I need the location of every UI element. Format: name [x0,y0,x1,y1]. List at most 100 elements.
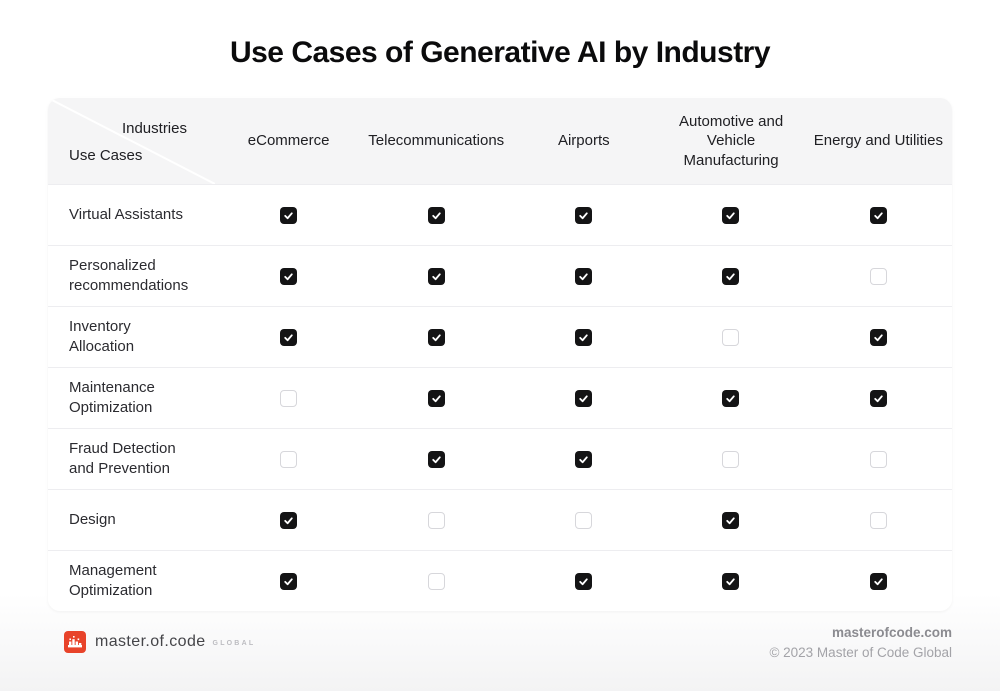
table-cell [215,429,362,489]
checkbox-checked[interactable] [574,389,592,407]
table-row: Personalized recommendations [48,245,952,306]
footer-copyright: © 2023 Master of Code Global [769,645,952,660]
table-cell [657,246,804,306]
table-cell [215,551,362,611]
checkbox-checked[interactable] [280,572,298,590]
table-cell [362,551,509,611]
table-cell [362,490,509,550]
row-label: Personalized recommendations [69,257,189,294]
table-header-row: Industries Use Cases eCommerce Telecommun… [48,98,952,184]
table-cell [362,368,509,428]
checkbox-unchecked[interactable] [869,511,887,529]
checkbox-checked[interactable] [427,389,445,407]
table-row: Virtual Assistants [48,184,952,245]
table-cell [362,307,509,367]
checkbox-unchecked[interactable] [869,450,887,468]
table-body: Virtual Assistants Personalized recommend… [48,184,952,611]
table-cell [215,307,362,367]
table-cell [215,368,362,428]
table-row: Fraud Detection and Prevention [48,428,952,489]
table-row: Design [48,489,952,550]
checkbox-checked[interactable] [722,267,740,285]
footer: master.of.code GLOBAL masterofcode.com ©… [48,625,952,660]
column-header: Telecommunications [368,132,505,150]
checkbox-unchecked[interactable] [427,572,445,590]
checkbox-checked[interactable] [722,389,740,407]
checkbox-checked[interactable] [869,206,887,224]
row-label: Fraud Detection and Prevention [69,440,176,477]
table-row: Management Optimization [48,550,952,611]
diagonal-divider-line [48,98,215,184]
column-header: Airports [557,132,610,150]
table-cell [510,185,657,245]
checkbox-checked[interactable] [280,267,298,285]
checkbox-checked[interactable] [427,450,445,468]
checkbox-checked[interactable] [427,206,445,224]
row-label: Virtual Assistants [69,206,183,224]
table-cell [805,429,952,489]
table-cell [215,490,362,550]
column-header: Automotive and Vehicle Manufacturing [678,113,784,169]
footer-website: masterofcode.com [831,625,952,640]
table-cell [657,551,804,611]
checkbox-unchecked[interactable] [427,511,445,529]
table-cell [805,246,952,306]
table-cell [805,490,952,550]
use-cases-table: Industries Use Cases eCommerce Telecommun… [48,98,952,611]
checkbox-unchecked[interactable] [280,450,298,468]
table-cell [510,429,657,489]
column-header: Energy and Utilities [813,132,943,150]
checkbox-checked[interactable] [722,511,740,529]
checkbox-unchecked[interactable] [574,511,592,529]
brand-suffix: GLOBAL [212,640,256,647]
row-label: Management Optimization [69,562,157,599]
table-cell [657,307,804,367]
table-cell [362,429,509,489]
row-label: Design [69,511,116,529]
checkbox-unchecked[interactable] [280,389,298,407]
corner-label-use-cases: Use Cases [69,147,143,164]
checkbox-checked[interactable] [427,267,445,285]
table-cell [510,551,657,611]
checkbox-checked[interactable] [722,206,740,224]
table-cell [657,185,804,245]
checkbox-checked[interactable] [574,206,592,224]
checkbox-checked[interactable] [280,206,298,224]
checkbox-checked[interactable] [869,389,887,407]
corner-label-industries: Industries [121,120,187,137]
table-cell [805,551,952,611]
checkbox-checked[interactable] [574,267,592,285]
checkbox-unchecked[interactable] [869,267,887,285]
checkbox-checked[interactable] [280,328,298,346]
table-cell [805,307,952,367]
table-cell [510,246,657,306]
checkbox-checked[interactable] [869,572,887,590]
table-row: Maintenance Optimization [48,367,952,428]
brand-name: master.of.code [95,633,206,650]
column-header: eCommerce [247,132,330,150]
checkbox-checked[interactable] [427,328,445,346]
checkbox-unchecked[interactable] [722,450,740,468]
checkbox-checked[interactable] [574,572,592,590]
checkbox-checked[interactable] [574,328,592,346]
table-cell [215,185,362,245]
page-title: Use Cases of Generative AI by Industry [229,36,771,69]
table-cell [657,368,804,428]
checkbox-checked[interactable] [280,511,298,529]
table-cell [510,307,657,367]
table-cell [805,185,952,245]
row-label: Maintenance Optimization [69,379,155,416]
table-cell [657,490,804,550]
table-cell [215,246,362,306]
table-cell [510,368,657,428]
row-label: Inventory Allocation [69,318,135,355]
brand-logo: master.of.code GLOBAL [64,631,255,653]
table-cell [510,490,657,550]
table-corner-cell: Industries Use Cases [48,98,215,184]
checkbox-unchecked[interactable] [722,328,740,346]
table-cell [657,429,804,489]
checkbox-checked[interactable] [869,328,887,346]
table-cell [362,246,509,306]
checkbox-checked[interactable] [722,572,740,590]
checkbox-checked[interactable] [574,450,592,468]
